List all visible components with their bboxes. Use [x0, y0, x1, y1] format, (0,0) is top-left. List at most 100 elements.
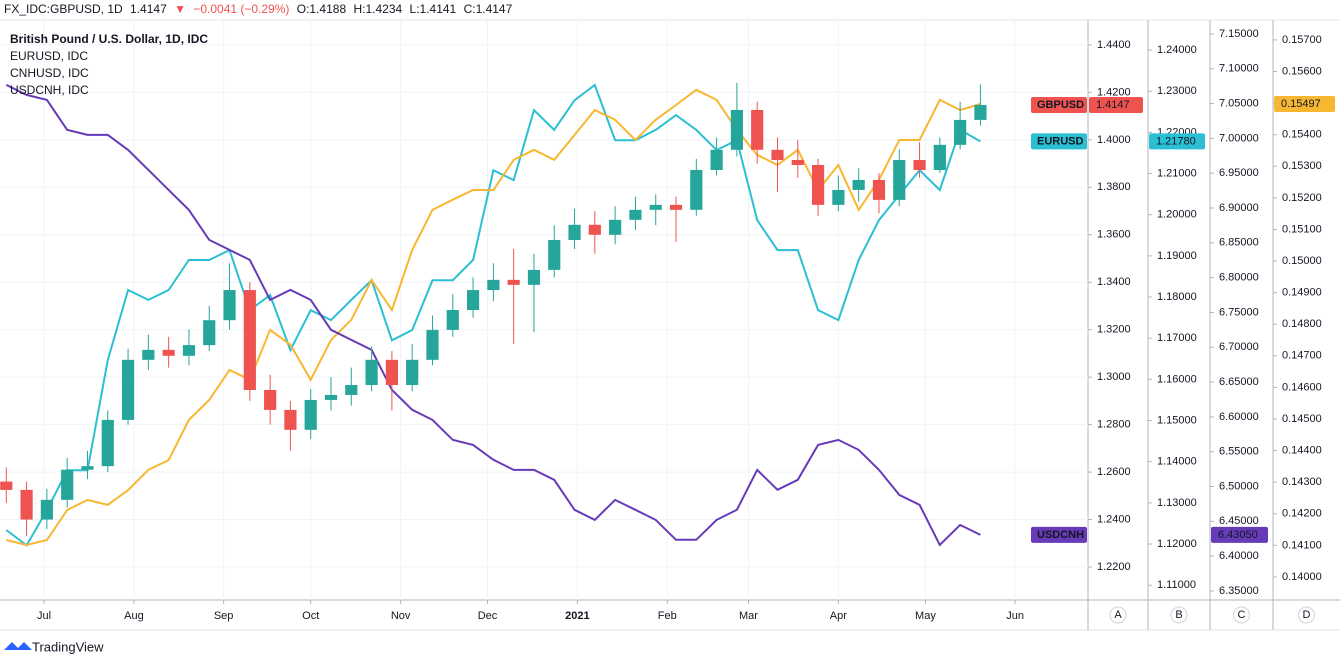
close: C:1.4147 — [463, 2, 513, 16]
y-tick-label: 0.14200 — [1282, 508, 1322, 520]
candle-body — [121, 359, 135, 420]
candle-body — [446, 310, 459, 330]
series-line — [5, 84, 981, 547]
y-tick-label: 6.45000 — [1219, 515, 1259, 527]
x-tick-label: Feb — [658, 610, 677, 622]
y-tick-label: 1.3800 — [1097, 181, 1131, 193]
candle-body — [40, 499, 53, 520]
axis-letter: A — [1114, 609, 1122, 621]
x-tick-label: Mar — [739, 610, 758, 622]
candle-body — [466, 290, 480, 310]
y-tick-label: 1.15000 — [1157, 414, 1197, 426]
y-tick-label: 1.24000 — [1157, 44, 1197, 56]
x-tick-label: Apr — [830, 610, 847, 622]
candle-body — [974, 104, 987, 120]
y-tick-label: 1.2400 — [1097, 513, 1131, 525]
name-tag-label: USDCNH — [1037, 529, 1084, 541]
candle-body — [588, 224, 601, 235]
candle-body — [223, 290, 236, 321]
candle-body — [771, 149, 784, 161]
y-tick-label: 1.19000 — [1157, 250, 1197, 262]
x-tick-label: 2021 — [565, 610, 589, 622]
candle-body — [284, 409, 297, 430]
y-tick-label: 1.2800 — [1097, 419, 1131, 431]
candle-body — [730, 109, 743, 150]
series-line — [5, 83, 981, 547]
candle-body — [243, 290, 256, 390]
candle-body — [61, 469, 74, 500]
candle-body — [487, 279, 500, 291]
y-tick-label: 0.15400 — [1282, 129, 1322, 141]
candle-body — [345, 384, 358, 395]
y-tick-label: 1.3000 — [1097, 371, 1131, 383]
candle-body — [872, 179, 886, 200]
price-label: 1.21780 — [1156, 135, 1196, 147]
legend-entry: EURUSD, IDC — [10, 49, 88, 63]
candle-body — [142, 349, 155, 360]
y-tick-label: 6.75000 — [1219, 306, 1259, 318]
candle-body — [791, 160, 804, 165]
y-tick-label: 6.80000 — [1219, 272, 1259, 284]
candle-body — [182, 345, 196, 356]
x-tick-label: Nov — [391, 610, 411, 622]
candle-body — [527, 269, 541, 285]
y-tick-label: 7.00000 — [1219, 132, 1259, 144]
legend-entry: CNHUSD, IDC — [10, 66, 89, 80]
open: O:1.4188 — [296, 2, 347, 16]
candle-body — [81, 466, 94, 470]
y-tick-label: 0.15700 — [1282, 34, 1322, 46]
y-tick-label: 7.15000 — [1219, 28, 1259, 40]
candle-body — [629, 209, 642, 220]
x-tick-label: Sep — [214, 610, 234, 622]
price-label: 1.4147 — [1096, 99, 1130, 111]
axis-letter-ring — [1170, 606, 1188, 624]
last: 1.4147 — [130, 2, 167, 16]
candle-body — [426, 329, 439, 360]
axis-letter: D — [1303, 609, 1311, 621]
candle-body — [568, 224, 581, 240]
y-tick-label: 6.65000 — [1219, 376, 1259, 388]
y-tick-label: 1.4200 — [1097, 86, 1131, 98]
brand: TradingView — [32, 639, 104, 654]
name-tag — [1031, 133, 1087, 150]
candle-body — [203, 320, 216, 346]
y-tick-label: 0.14100 — [1282, 539, 1322, 551]
candle-body — [933, 144, 946, 170]
arrow: ▼ — [174, 2, 186, 16]
y-tick-label: 6.60000 — [1219, 411, 1259, 423]
y-tick-label: 0.14300 — [1282, 476, 1322, 488]
price-box — [1149, 133, 1205, 150]
y-tick-label: 0.14600 — [1282, 381, 1322, 393]
y-tick-label: 0.14400 — [1282, 444, 1322, 456]
y-tick-label: 0.15300 — [1282, 160, 1322, 172]
y-tick-label: 1.3400 — [1097, 276, 1131, 288]
candle-body — [710, 149, 723, 170]
x-tick-label: Oct — [302, 610, 319, 622]
y-tick-label: 0.14900 — [1282, 287, 1322, 299]
x-tick-label: Jun — [1006, 610, 1024, 622]
header: FX_IDC:GBPUSD, 1D 1.4147 ▼ −0.0041 (−0.2… — [4, 2, 516, 16]
candle-body — [385, 359, 398, 385]
y-tick-label: 6.85000 — [1219, 237, 1259, 249]
price-box — [1274, 96, 1335, 113]
price-box — [1211, 526, 1268, 543]
name-tag-label: EURUSD — [1037, 135, 1084, 147]
y-tick-label: 1.11000 — [1157, 579, 1196, 591]
y-tick-label: 6.70000 — [1219, 341, 1259, 353]
y-tick-label: 0.15600 — [1282, 65, 1322, 77]
y-tick-label: 6.35000 — [1219, 585, 1259, 597]
y-tick-label: 7.05000 — [1219, 97, 1259, 109]
candle-body — [893, 160, 906, 200]
x-tick-label: Dec — [478, 610, 498, 622]
y-tick-label: 1.21000 — [1157, 167, 1197, 179]
candle-body — [852, 179, 865, 190]
y-tick-label: 1.3600 — [1097, 229, 1131, 241]
candle-body — [690, 169, 703, 210]
legend-entry: British Pound / U.S. Dollar, 1D, IDC — [10, 32, 208, 46]
price-box — [1089, 96, 1143, 113]
y-tick-label: 6.55000 — [1219, 446, 1259, 458]
y-tick-label: 7.10000 — [1219, 63, 1259, 75]
x-tick-label: Aug — [124, 610, 144, 622]
